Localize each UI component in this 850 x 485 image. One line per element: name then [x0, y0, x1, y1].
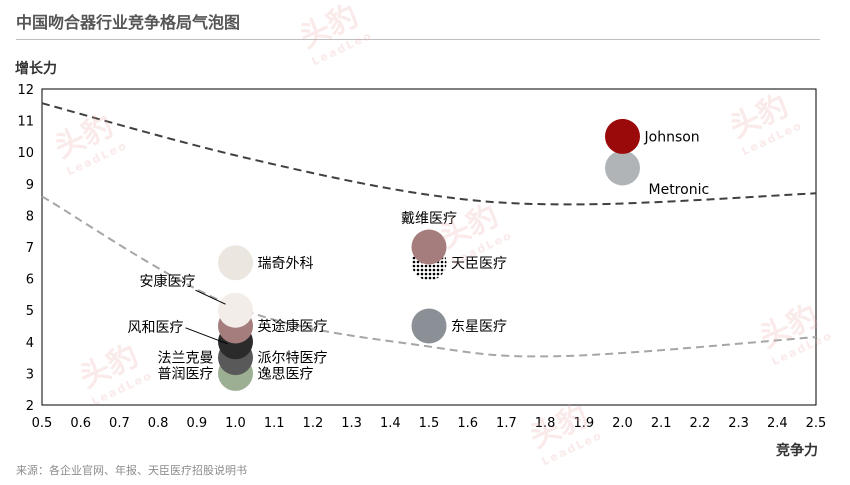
bubble-point: [605, 150, 640, 186]
y-tick-label: 2: [26, 399, 34, 414]
y-axis-label: 增长力: [15, 61, 57, 77]
x-tick-label: 2.2: [690, 416, 711, 431]
label-leader-line: [195, 289, 226, 305]
bubble-label: 逸思医疗: [258, 366, 314, 382]
x-tick-label: 1.9: [573, 416, 594, 431]
x-tick-label: 1.2: [303, 416, 324, 431]
x-tick-label: 2.4: [767, 416, 788, 431]
source-note: 来源：各企业官网、年报、天臣医疗招股说明书: [16, 464, 247, 477]
x-axis-label: 竞争力: [776, 443, 818, 459]
bubble-label: 派尔特医疗: [258, 351, 328, 367]
x-tick-label: 0.6: [70, 416, 91, 431]
y-tick-label: 4: [26, 336, 34, 351]
y-tick-label: 8: [26, 209, 34, 224]
label-leader-line: [185, 327, 228, 345]
bubble-point: [605, 118, 640, 154]
y-tick-label: 12: [17, 83, 34, 98]
plot-area-frame: [41, 88, 817, 406]
x-tick-label: 1.4: [380, 416, 401, 431]
bubble-label: 戴维医疗: [401, 211, 457, 227]
x-tick-label: 2.3: [728, 416, 749, 431]
x-tick-label: 0.8: [148, 416, 169, 431]
x-tick-label: 1.6: [457, 416, 478, 431]
bubble-point: [411, 229, 447, 265]
x-tick-label: 0.7: [109, 416, 130, 431]
y-tick-label: 3: [26, 367, 34, 382]
x-tick-label: 1.8: [535, 416, 556, 431]
bubble-label: 天臣医疗: [451, 256, 507, 272]
y-tick-label: 7: [26, 241, 34, 256]
x-tick-label: 1.0: [225, 416, 246, 431]
bubble-label: 东星医疗: [451, 319, 507, 335]
x-tick-label: 1.3: [341, 416, 362, 431]
y-tick-label: 11: [17, 115, 34, 130]
bubble-point: [411, 308, 447, 344]
bubble-label: 瑞奇外科: [258, 255, 314, 272]
x-tick-label: 2.1: [651, 416, 672, 431]
y-tick-label: 9: [26, 178, 34, 193]
y-tick-label: 6: [26, 273, 34, 288]
bubble-label: 法兰克曼: [158, 351, 214, 367]
bubble-point: [218, 292, 253, 328]
x-tick-label: 0.9: [186, 416, 207, 431]
x-tick-label: 1.1: [264, 416, 285, 431]
bubble-label: 风和医疗: [128, 320, 184, 336]
x-tick-label: 1.5: [419, 416, 440, 431]
y-tick-label: 10: [17, 146, 34, 161]
bubble-label: 安康医疗: [140, 273, 196, 290]
trend-curve: [41, 195, 817, 358]
bubble-label: 英途康医疗: [258, 318, 328, 335]
bubble-label: Metronic: [649, 182, 710, 198]
page-title: 中国吻合器行业竞争格局气泡图: [16, 13, 241, 32]
x-tick-label: 2.0: [612, 416, 633, 431]
bubble-point: [218, 245, 253, 281]
bubble-label: 普润医疗: [158, 366, 214, 382]
title-divider: [16, 39, 820, 40]
bubble-label: Johnson: [644, 129, 700, 145]
x-tick-label: 0.5: [32, 416, 53, 431]
x-tick-label: 2.5: [806, 416, 827, 431]
y-tick-label: 5: [26, 304, 34, 319]
trend-curve: [41, 102, 817, 206]
x-tick-label: 1.7: [496, 416, 517, 431]
